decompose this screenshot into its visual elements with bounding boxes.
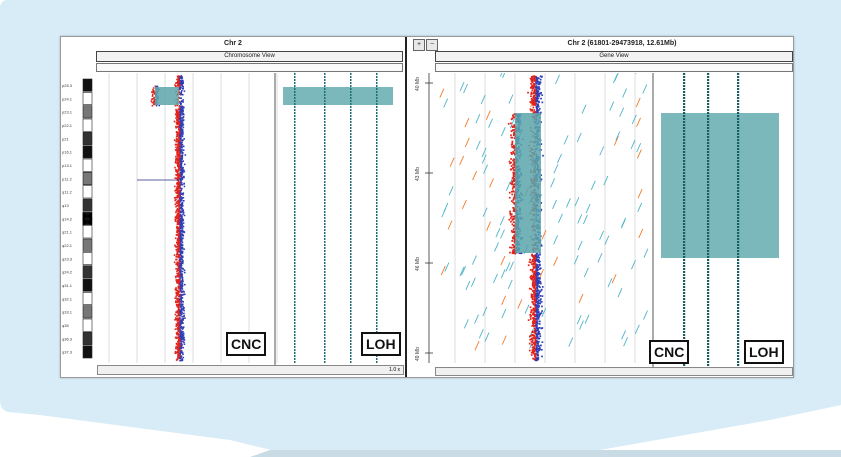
axis-tick-label: 40 Mb bbox=[415, 77, 421, 91]
ideogram-band-label: q37.3 bbox=[62, 350, 73, 355]
ideogram-band bbox=[82, 185, 93, 199]
ideogram-band bbox=[82, 252, 93, 265]
ideogram-band-label: q31.1 bbox=[62, 283, 73, 288]
ideogram-band-label: q33.1 bbox=[62, 310, 73, 315]
ideogram-band bbox=[82, 198, 93, 212]
left-horizontal-scrollbar[interactable]: 1.0 x bbox=[97, 365, 404, 375]
right-cnc-label: CNC bbox=[649, 340, 690, 364]
ideogram-band-label: p24.1 bbox=[62, 96, 73, 101]
ideogram-band bbox=[82, 265, 93, 279]
chromosome-ideogram[interactable]: p25.3 p24.1 p23.1 p22.1 p21 p16.1 p13.1 p11.2 q1… bbox=[61, 73, 99, 373]
genome-browser-screenshot: Chr 2 Chromosome View p25.3 p24.1 p23.1 p22… bbox=[60, 36, 794, 378]
ideogram-band-label: p25.3 bbox=[62, 83, 73, 88]
left-loh-label: LOH bbox=[361, 332, 401, 356]
left-window-title: Chr 2 bbox=[224, 40, 242, 47]
ideogram-band bbox=[82, 318, 93, 332]
ideogram-band-label: p13.1 bbox=[62, 163, 73, 168]
ideogram-band-label: p16.1 bbox=[62, 150, 73, 155]
axis-tick-label: 49 Mb bbox=[415, 347, 421, 361]
ideogram-band bbox=[82, 172, 93, 185]
ideogram-band bbox=[82, 158, 93, 172]
chromosome-view-window: Chr 2 Chromosome View p25.3 p24.1 p23.1 p22… bbox=[61, 37, 407, 377]
ideogram-band-label: q36.3 bbox=[62, 336, 73, 341]
left-track-area[interactable] bbox=[97, 73, 402, 373]
ideogram-band bbox=[82, 132, 93, 145]
axis-tick-label: 43 Mb bbox=[415, 167, 421, 181]
ideogram-band bbox=[82, 238, 93, 252]
ideogram-band-label: q22.1 bbox=[62, 243, 73, 248]
ideogram-band bbox=[82, 278, 93, 292]
ideogram-band bbox=[82, 225, 93, 239]
ideogram-band bbox=[82, 118, 93, 132]
right-track-area[interactable] bbox=[435, 73, 791, 373]
ideogram-band bbox=[82, 292, 93, 305]
ideogram-band bbox=[82, 345, 93, 359]
right-horizontal-scrollbar[interactable] bbox=[435, 367, 793, 376]
gene-view-window: + − Chr 2 (61801-29473918, 12.61Mb) Gene… bbox=[411, 37, 793, 377]
genomic-position-axis: 40 Mb 43 Mb 46 Mb 49 Mb bbox=[415, 73, 433, 363]
ideogram-band bbox=[82, 305, 93, 319]
ideogram-band-label: p11.2 bbox=[62, 176, 72, 181]
ideogram-band-label: q32.1 bbox=[62, 296, 73, 301]
ideogram-band bbox=[82, 92, 93, 105]
ideogram-band bbox=[82, 78, 93, 92]
ideogram-band-label: q24.2 bbox=[62, 270, 73, 275]
left-zoom-readout: 1.0 x bbox=[389, 367, 400, 373]
ideogram-band-label: q14.2 bbox=[62, 216, 73, 221]
left-cnc-label: CNC bbox=[226, 332, 267, 356]
right-ruler[interactable] bbox=[435, 63, 793, 72]
right-window-title: Chr 2 (61801-29473918, 12.61Mb) bbox=[567, 40, 677, 47]
ideogram-band-label: p22.1 bbox=[62, 123, 73, 128]
ideogram-band-label: q21.1 bbox=[62, 230, 73, 235]
right-loh-label: LOH bbox=[744, 340, 784, 364]
magnifier-plus-icon[interactable]: + bbox=[413, 39, 425, 51]
ideogram-band bbox=[82, 145, 93, 159]
ideogram-band-label: q35 bbox=[62, 323, 69, 328]
ideogram-band-label: q23.3 bbox=[62, 256, 73, 261]
ideogram-band bbox=[82, 105, 93, 119]
ideogram-band-label: p21 bbox=[62, 136, 69, 141]
ideogram-band-label: p23.1 bbox=[62, 110, 73, 115]
magnifier-minus-icon[interactable]: − bbox=[426, 39, 438, 51]
ideogram-band bbox=[82, 332, 93, 345]
gene-view-header: Gene View bbox=[435, 51, 793, 62]
left-ruler[interactable] bbox=[96, 63, 403, 72]
chromosome-view-header: Chromosome View bbox=[96, 51, 403, 62]
ideogram-band-label: q11.2 bbox=[62, 190, 72, 195]
ideogram-band-label: q13 bbox=[62, 203, 69, 208]
axis-tick-label: 46 Mb bbox=[415, 257, 421, 271]
